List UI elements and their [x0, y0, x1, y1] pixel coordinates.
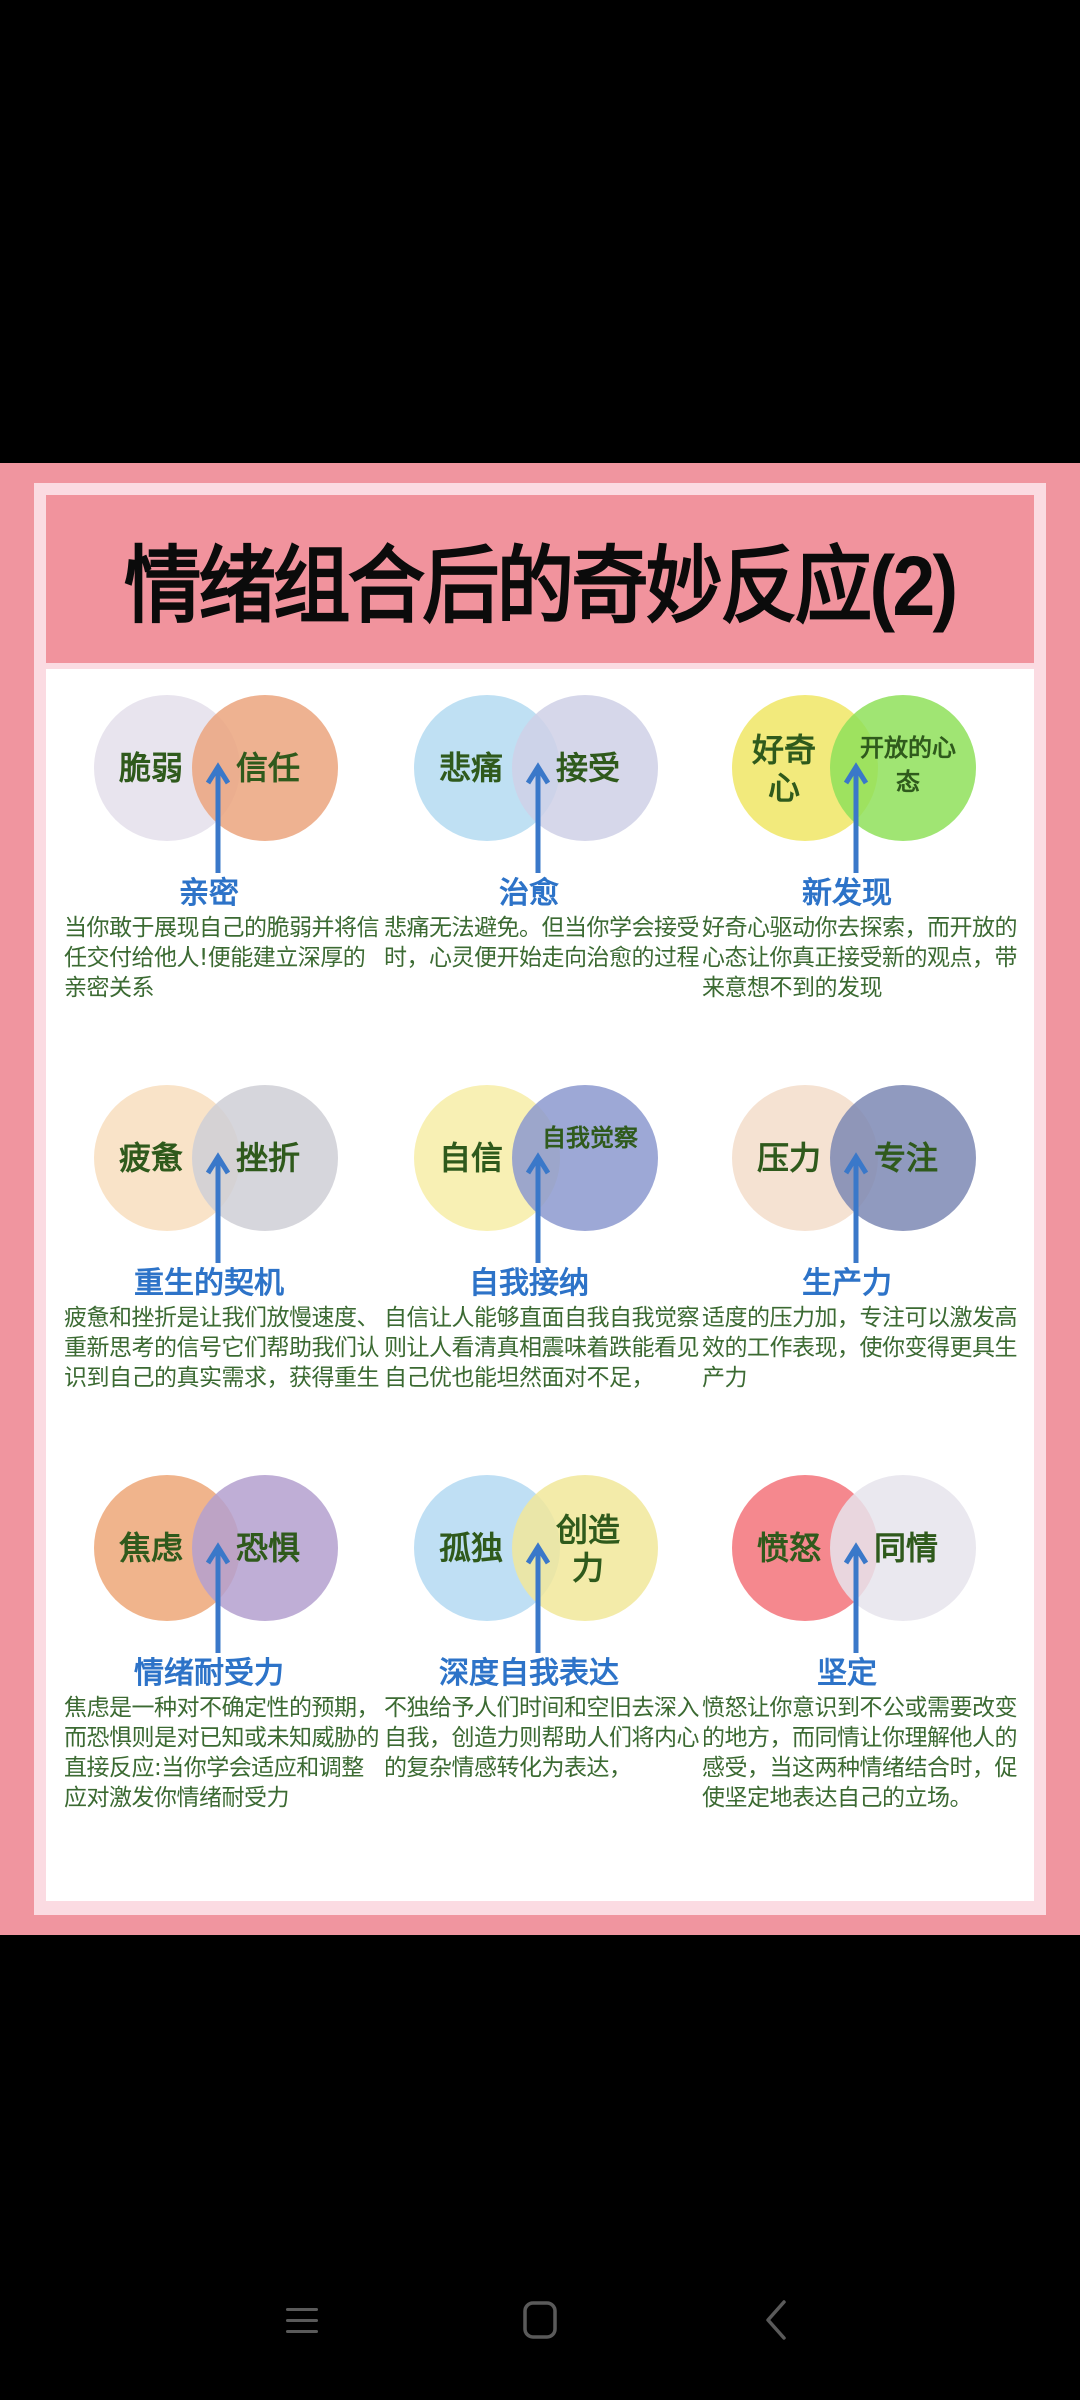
result-concept: 深度自我表达	[439, 1656, 619, 1691]
result-description: 好奇心驱动你去探索，而开放的心态让你真正接受新的观点，带来意想不到的发现	[702, 915, 1018, 1001]
emotion-combo-cell: 悲痛 接受 治愈 悲痛无法避免。但当你学会接受时，心灵便开始走向治愈的过程	[384, 683, 714, 973]
result-concept: 亲密	[179, 876, 239, 911]
arrow-up-icon	[526, 1542, 550, 1653]
left-emotion-label: 自信	[438, 1139, 503, 1177]
emotion-combo-cell: 孤独 创造力 深度自我表达 不独给予人们时间和空旧去深入自我，创造力则帮助人们将…	[384, 1463, 714, 1783]
right-emotion-label: 挫折	[235, 1139, 300, 1177]
result-description: 自信让人能够直面自我自我觉察则让人看清真相震味着跌能看见自己优也能坦然面对不足，	[384, 1305, 700, 1391]
result-description: 悲痛无法避免。但当你学会接受时，心灵便开始走向治愈的过程	[384, 915, 700, 971]
emotion-combo-cell: 脆弱 信任 亲密 当你敢于展现自己的脆弱并将信任交付给他人!便能建立深厚的亲密关…	[64, 683, 394, 1003]
venn-diagram: 悲痛 接受	[384, 683, 714, 873]
arrow-up-icon	[206, 1542, 230, 1653]
left-emotion-label: 焦虑	[118, 1529, 183, 1567]
title-band: 情绪组合后的奇妙反应(2)	[46, 495, 1034, 663]
result-concept: 生产力	[802, 1266, 892, 1301]
arrow-up-icon	[206, 762, 230, 873]
home-button[interactable]	[510, 2290, 570, 2350]
right-emotion-label: 自我觉察	[542, 1124, 638, 1152]
poster-frame: 情绪组合后的奇妙反应(2) 脆弱 信任 亲密 当你敢于展现自己的脆弱并将信任交付…	[34, 483, 1046, 1915]
result-concept: 新发现	[802, 876, 892, 911]
emotion-combo-cell: 疲惫 挫折 重生的契机 疲惫和挫折是让我们放慢速度、重新思考的信号它们帮助我们认…	[64, 1073, 394, 1393]
emotion-combo-cell: 自信 自我觉察 自我接纳 自信让人能够直面自我自我觉察则让人看清真相震味着跌能看…	[384, 1073, 714, 1393]
venn-diagram: 焦虑 恐惧	[64, 1463, 394, 1653]
emotion-combo-cell: 愤怒 同情 坚定 愤怒让你意识到不公或需要改变的地方，而同情让你理解他人的感受，…	[702, 1463, 1032, 1813]
result-concept: 坚定	[817, 1656, 877, 1691]
left-emotion-label: 压力	[756, 1139, 821, 1177]
venn-diagram: 疲惫 挫折	[64, 1073, 394, 1263]
venn-diagram: 脆弱 信任	[64, 683, 394, 873]
left-emotion-label: 疲惫	[118, 1139, 183, 1177]
right-emotion-label: 创造力	[555, 1511, 620, 1587]
emotion-combo-cell: 压力 专注 生产力 适度的压力加，专注可以激发高效的工作表现，使你变得更具生产力	[702, 1073, 1032, 1393]
venn-diagram: 孤独 创造力	[384, 1463, 714, 1653]
result-description: 疲惫和挫折是让我们放慢速度、重新思考的信号它们帮助我们认识到自己的真实需求，获得…	[64, 1305, 380, 1391]
back-chevron-icon	[766, 2300, 786, 2340]
right-emotion-label: 开放的心态	[860, 734, 956, 796]
arrow-up-icon	[206, 1152, 230, 1263]
emotion-combo-cell: 焦虑 恐惧 情绪耐受力 焦虑是一种对不确定性的预期，而恐惧则是对已知或未知威胁的…	[64, 1463, 394, 1813]
emotion-combo-cell: 好奇心 开放的心态 新发现 好奇心驱动你去探索，而开放的心态让你真正接受新的观点…	[702, 683, 1032, 1003]
left-emotion-label: 愤怒	[756, 1529, 821, 1567]
result-description: 适度的压力加，专注可以激发高效的工作表现，使你变得更具生产力	[702, 1305, 1018, 1391]
venn-diagram: 好奇心 开放的心态	[702, 683, 1032, 873]
arrow-up-icon	[844, 762, 868, 873]
left-emotion-label: 脆弱	[118, 749, 183, 787]
menu-icon	[286, 2308, 318, 2333]
right-emotion-label: 接受	[555, 749, 620, 787]
result-description: 焦虑是一种对不确定性的预期，而恐惧则是对已知或未知威胁的直接反应:当你学会适应和…	[64, 1695, 380, 1811]
left-emotion-label: 悲痛	[438, 749, 503, 787]
venn-diagram: 压力 专注	[702, 1073, 1032, 1263]
arrow-up-icon	[844, 1542, 868, 1653]
result-description: 不独给予人们时间和空旧去深入自我，创造力则帮助人们将内心的复杂情感转化为表达，	[384, 1695, 700, 1781]
right-emotion-label: 恐惧	[235, 1529, 300, 1567]
result-concept: 自我接纳	[469, 1266, 589, 1301]
left-emotion-label: 好奇心	[751, 731, 816, 807]
venn-diagram: 自信 自我觉察	[384, 1073, 714, 1263]
venn-diagram: 愤怒 同情	[702, 1463, 1032, 1653]
arrow-up-icon	[526, 1152, 550, 1263]
right-emotion-label: 同情	[873, 1529, 938, 1567]
home-square-icon	[523, 2301, 557, 2339]
emotion-grid: 脆弱 信任 亲密 当你敢于展现自己的脆弱并将信任交付给他人!便能建立深厚的亲密关…	[46, 669, 1034, 1901]
arrow-up-icon	[844, 1152, 868, 1263]
poster-title: 情绪组合后的奇妙反应(2)	[124, 538, 958, 633]
right-emotion-label: 信任	[235, 749, 300, 787]
poster: 情绪组合后的奇妙反应(2) 脆弱 信任 亲密 当你敢于展现自己的脆弱并将信任交付…	[0, 463, 1080, 1935]
back-button[interactable]	[746, 2290, 806, 2350]
result-concept: 治愈	[499, 876, 559, 911]
left-emotion-label: 孤独	[438, 1529, 503, 1567]
result-description: 当你敢于展现自己的脆弱并将信任交付给他人!便能建立深厚的亲密关系	[64, 915, 380, 1001]
result-description: 愤怒让你意识到不公或需要改变的地方，而同情让你理解他人的感受，当这两种情绪结合时…	[702, 1695, 1018, 1811]
arrow-up-icon	[526, 762, 550, 873]
result-concept: 重生的契机	[134, 1266, 284, 1301]
right-emotion-label: 专注	[873, 1139, 938, 1177]
system-nav-bar	[0, 2290, 1080, 2350]
menu-button[interactable]	[272, 2290, 332, 2350]
result-concept: 情绪耐受力	[134, 1656, 284, 1691]
